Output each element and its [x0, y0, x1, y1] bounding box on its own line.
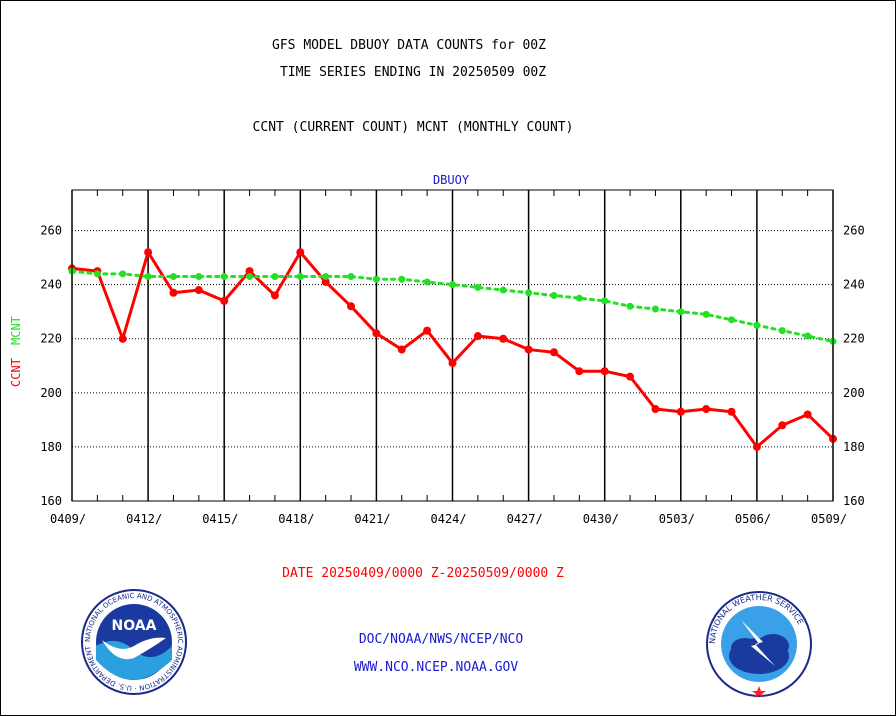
- noaa-logo-icon: NATIONAL OCEANIC AND ATMOSPHERIC ADMINIS…: [80, 588, 187, 695]
- data-point-mcnt: [119, 270, 127, 278]
- data-point-ccnt: [803, 410, 812, 419]
- data-point-ccnt: [702, 405, 711, 414]
- x-tick-label: 0427/: [507, 512, 543, 526]
- data-point-ccnt: [397, 345, 406, 354]
- y-tick-label-left: 220: [40, 332, 62, 346]
- x-tick-label: 0418/: [278, 512, 314, 526]
- y-tick-label-right: 200: [843, 386, 865, 400]
- data-point-mcnt: [347, 273, 355, 281]
- series-layer: [68, 248, 837, 451]
- data-point-mcnt: [651, 305, 659, 313]
- data-point-mcnt: [499, 286, 507, 294]
- y-tick-label-right: 220: [843, 332, 865, 346]
- data-point-ccnt: [296, 248, 305, 257]
- data-point-ccnt: [575, 367, 584, 376]
- data-point-mcnt: [753, 321, 761, 329]
- date-range-label: DATE 20250409/0000 Z-20250509/0000 Z: [282, 566, 564, 581]
- org-link[interactable]: DOC/NOAA/NWS/NCEP/NCO: [358, 632, 524, 647]
- data-point-mcnt: [398, 275, 406, 283]
- data-point-ccnt: [524, 345, 533, 354]
- data-point-ccnt: [752, 442, 761, 451]
- data-point-mcnt: [169, 273, 177, 281]
- data-point-mcnt: [601, 297, 609, 305]
- x-tick-label: 0424/: [431, 512, 467, 526]
- chart-title-line1: GFS MODEL DBUOY DATA COUNTS for 00Z: [272, 38, 546, 53]
- data-point-mcnt: [728, 316, 736, 324]
- data-point-mcnt: [423, 278, 431, 286]
- x-tick-label: 0506/: [735, 512, 771, 526]
- data-point-ccnt: [347, 302, 356, 311]
- data-point-mcnt: [449, 281, 456, 289]
- data-point-mcnt: [144, 273, 152, 281]
- x-tick-label: 0421/: [354, 512, 390, 526]
- data-point-mcnt: [296, 273, 304, 281]
- x-tick-label: 0430/: [583, 512, 619, 526]
- data-point-ccnt: [270, 291, 279, 300]
- data-point-mcnt: [677, 308, 685, 316]
- data-point-ccnt: [626, 372, 635, 381]
- website-link[interactable]: WWW.NCO.NCEP.NOAA.GOV: [353, 660, 519, 675]
- data-point-mcnt: [702, 310, 710, 318]
- y-tick-label-left: 200: [40, 386, 62, 400]
- y-tick-label-left: 160: [40, 494, 62, 508]
- plot-title-dbuoy: DBUOY: [433, 173, 470, 187]
- x-tick-label: 0409/: [50, 512, 86, 526]
- y-tick-label-left: 260: [40, 224, 62, 238]
- y-tick-label-right: 260: [843, 224, 865, 238]
- x-tick-label: 0415/: [202, 512, 238, 526]
- grid-lines: [71, 190, 834, 501]
- data-point-ccnt: [144, 248, 153, 257]
- data-point-ccnt: [600, 367, 609, 376]
- chart-title-line2: TIME SERIES ENDING IN 20250509 00Z: [279, 65, 547, 80]
- chart-subtitle: CCNT (CURRENT COUNT) MCNT (MONTHLY COUNT…: [252, 120, 574, 135]
- ylabel-ccnt: CCNT: [9, 358, 23, 387]
- data-point-ccnt: [194, 286, 203, 295]
- nws-logo-icon: NATIONAL WEATHER SERVICE: [706, 591, 812, 698]
- data-point-ccnt: [321, 277, 330, 286]
- y-tick-label-right: 240: [843, 278, 865, 292]
- y-tick-label-left: 180: [40, 440, 62, 454]
- data-point-ccnt: [473, 332, 482, 341]
- data-point-ccnt: [448, 359, 457, 368]
- data-point-ccnt: [372, 329, 381, 338]
- data-point-mcnt: [474, 283, 482, 291]
- noaa-logo-text: NOAA: [112, 618, 157, 634]
- data-point-ccnt: [676, 407, 685, 416]
- x-tick-label: 0503/: [659, 512, 695, 526]
- data-point-mcnt: [550, 291, 558, 299]
- data-point-mcnt: [246, 273, 254, 281]
- data-point-mcnt: [220, 273, 228, 281]
- data-point-ccnt: [727, 407, 736, 416]
- data-point-mcnt: [778, 327, 786, 335]
- data-point-ccnt: [245, 267, 254, 276]
- x-tick-label: 0412/: [126, 512, 162, 526]
- data-point-mcnt: [271, 273, 279, 281]
- data-point-ccnt: [118, 334, 127, 343]
- y-tick-label-left: 240: [40, 278, 62, 292]
- data-point-mcnt: [525, 289, 533, 297]
- data-point-mcnt: [195, 273, 203, 281]
- data-point-ccnt: [169, 288, 178, 297]
- data-point-mcnt: [322, 273, 330, 281]
- data-point-mcnt: [804, 332, 812, 340]
- data-point-ccnt: [423, 326, 432, 335]
- ylabel-mcnt: MCNT: [9, 316, 23, 345]
- data-point-mcnt: [93, 270, 101, 278]
- tick-labels: 160 160 180 180 200 200 220 220 240 240 260 260 0409…: [40, 224, 864, 526]
- data-point-ccnt: [549, 348, 558, 357]
- data-point-ccnt: [651, 405, 660, 414]
- data-point-ccnt: [778, 421, 787, 430]
- y-tick-label-right: 160: [843, 494, 865, 508]
- y-tick-label-right: 180: [843, 440, 865, 454]
- data-point-ccnt: [220, 296, 229, 305]
- data-point-mcnt: [372, 275, 380, 283]
- data-point-mcnt: [626, 302, 634, 310]
- data-point-ccnt: [499, 334, 508, 343]
- plot-area-border: [71, 189, 834, 502]
- data-point-mcnt: [575, 294, 583, 302]
- x-tick-label: 0509/: [811, 512, 847, 526]
